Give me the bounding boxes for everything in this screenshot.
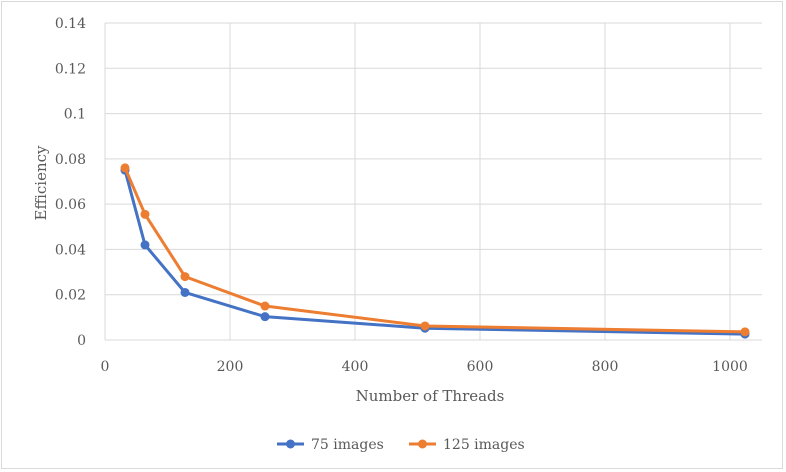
x-tick-label: 1000 [712, 359, 748, 375]
data-point-series-2 [120, 163, 130, 173]
x-tick-label: 0 [101, 359, 110, 375]
legend-marker-2 [418, 439, 427, 449]
x-tick-label: 400 [342, 359, 369, 375]
y-tick-label: 0.12 [55, 61, 86, 77]
legend-label-2: 125 images [443, 437, 525, 453]
legend-label-1: 75 images [311, 437, 384, 453]
data-point-series-2 [420, 321, 430, 331]
data-point-series-2 [180, 272, 190, 282]
y-tick-label: 0.06 [55, 197, 86, 213]
data-point-series-2 [140, 209, 150, 219]
data-point-series-2 [740, 327, 750, 337]
legend: 75 images 125 images [277, 437, 525, 453]
y-tick-labels: 0 0.02 0.04 0.06 0.08 0.1 0.12 0.14 [55, 16, 86, 349]
y-tick-label: 0.14 [55, 16, 86, 32]
y-tick-label: 0 [77, 333, 86, 349]
y-tick-label: 0.08 [55, 152, 86, 168]
data-point-series-1 [260, 312, 270, 322]
series-layer [120, 163, 750, 339]
series-line-2 [123, 166, 747, 334]
y-tick-label: 0.1 [64, 107, 86, 123]
x-tick-label: 800 [592, 359, 619, 375]
data-point-series-2 [260, 301, 270, 311]
data-point-series-1 [180, 287, 190, 297]
x-tick-label: 600 [467, 359, 494, 375]
legend-marker-1 [286, 439, 295, 449]
x-tick-labels: 0 200 400 600 800 1000 [101, 359, 748, 375]
data-point-series-1 [140, 240, 150, 250]
y-tick-label: 0.04 [55, 242, 86, 258]
x-tick-label: 200 [217, 359, 244, 375]
y-axis-title: Efficiency [32, 145, 50, 221]
x-axis-title: Number of Threads [356, 387, 505, 405]
series-line-1 [123, 168, 747, 336]
y-tick-label: 0.02 [55, 288, 86, 304]
grid-lines [104, 22, 762, 341]
